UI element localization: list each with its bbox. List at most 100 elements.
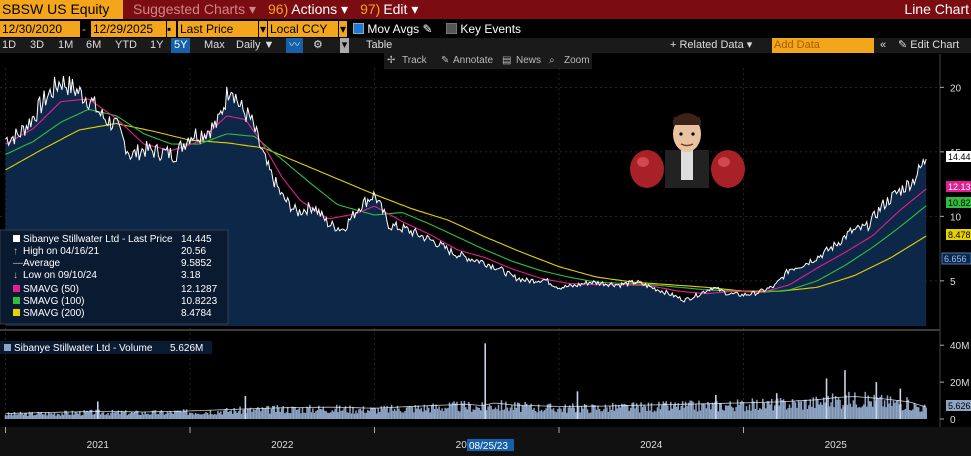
sma50-tag-text: 12.13 [948, 182, 971, 192]
cursor-date-text: 08/25/23 [469, 441, 508, 452]
sma100-line [5, 108, 927, 293]
news-icon: ▤ [502, 55, 512, 66]
volume-tick-label: 0 [950, 415, 956, 426]
x-tick-label: 2021 [87, 440, 110, 451]
plus-icon: ✢ [387, 55, 396, 66]
legend-sma200: 8.4784 [181, 308, 212, 319]
aux-tag: 6.656 [941, 252, 971, 265]
x-tick-label: 2024 [640, 440, 663, 451]
calendar-icon[interactable]: ▪ [167, 21, 176, 37]
sma100-tag: 10.82 [946, 197, 971, 208]
legend-high: 20.56 [181, 246, 206, 257]
edit-number: 97) [360, 1, 381, 17]
period-1d[interactable]: 1D [2, 39, 17, 51]
volume-tick-label: 40M [950, 341, 969, 352]
price-tick-label: 20 [950, 83, 962, 94]
date-controls: 12/30/2020 - 12/29/2025 ▪ Last Price ▾ L… [0, 21, 971, 37]
volume-tag: 5.626 [946, 400, 971, 411]
related-data-button[interactable]: + Related Data ▾ [670, 39, 753, 51]
volume-axis: 40M 20M 0 [940, 341, 969, 426]
price-swatch [13, 235, 20, 242]
line-chart-icon[interactable]: 〰 [286, 38, 303, 53]
add-data-input[interactable]: Add Data [772, 38, 874, 53]
edit-chart-button[interactable]: ✎ Edit Chart [898, 38, 959, 53]
period-max[interactable]: Max [204, 39, 225, 51]
sma100-tag-text: 10.82 [948, 198, 971, 208]
legend-sma50-label: SMAVG (50) [23, 284, 79, 295]
period-1m[interactable]: 1M [58, 39, 74, 51]
chart-tools: ✢ Track ✎ Annotate ▤ News ⌕ Zoom [384, 53, 592, 69]
volume-average-line [5, 396, 927, 414]
chevron-down-icon: ▾ [341, 1, 349, 17]
legend-high-label: High on 04/16/21 [23, 246, 100, 257]
price-line [5, 75, 927, 303]
price-tick-label: 5 [950, 277, 956, 288]
period-1y[interactable]: 1Y [150, 39, 164, 51]
period-5y[interactable]: 5Y [171, 38, 191, 53]
legend-last: 14.445 [181, 234, 212, 245]
period-toolbar: 1D 3D 1M 6M YTD 1Y 5Y Max Daily ▼ 〰 ⚙ ▾ … [0, 38, 971, 53]
frequency-select[interactable]: Daily ▼ [236, 39, 275, 51]
price-tag-text: 14.445 [948, 152, 971, 162]
mov-avgs-toggle[interactable]: Mov Avgs ✎ [353, 21, 433, 37]
legend-sma100: 10.8223 [181, 296, 218, 307]
period-ytd[interactable]: YTD [115, 39, 137, 51]
volume-tick-label: 20M [950, 378, 969, 389]
legend-avg-label: Average [23, 258, 61, 269]
key-events-label: Key Events [460, 22, 522, 36]
cursor-date-tag: 08/25/23 [467, 439, 514, 452]
price-tick-label: 10 [950, 212, 962, 223]
edit-chart-label: Edit Chart [910, 39, 960, 51]
period-6m[interactable]: 6M [86, 39, 102, 51]
title-bar: SBSW US Equity Suggested Charts ▾ 96) Act… [0, 0, 971, 19]
average-icon: — [13, 258, 23, 269]
sma50-line [5, 98, 927, 295]
field-select[interactable]: Last Price [178, 21, 258, 37]
sma200-tag-text: 8.478 [948, 230, 971, 240]
currency-select[interactable]: Local CCY [268, 21, 338, 37]
x-tick-label: 2023 [456, 440, 479, 451]
chevron-down-icon: ▾ [248, 1, 256, 17]
actions-label: Actions [291, 1, 338, 17]
track-button[interactable]: Track [402, 55, 427, 66]
ticker-field[interactable]: SBSW US Equity [0, 0, 123, 19]
edit-menu[interactable]: 97) Edit ▾ [360, 0, 418, 19]
settings-icon[interactable]: ⚙ [313, 39, 323, 51]
sma100-swatch [13, 297, 20, 304]
price-area [5, 76, 927, 326]
news-button[interactable]: News [516, 55, 542, 66]
mov-avgs-label: Mov Avgs [367, 22, 420, 36]
end-date-input[interactable]: 12/29/2025 [91, 21, 166, 37]
legend-sma100-label: SMAVG (100) [23, 296, 85, 307]
volume-swatch [4, 344, 11, 351]
chevron-down-icon[interactable]: ▾ [259, 21, 267, 37]
legend-sma200-label: SMAVG (200) [23, 308, 85, 319]
chevron-down-icon[interactable]: ▾ [339, 21, 347, 37]
sma50-swatch [13, 285, 20, 292]
legend-security: Sibanye Stillwater Ltd - Last Price [23, 234, 173, 245]
checkbox-checked-icon[interactable] [353, 23, 364, 34]
x-tick-label: 2025 [825, 440, 848, 451]
table-button[interactable]: Table [366, 39, 393, 51]
volume-tag-text: 5.626 [948, 401, 971, 411]
chevron-down-icon[interactable]: ▾ [340, 38, 349, 53]
actions-menu[interactable]: 96) Actions ▾ [268, 0, 348, 19]
suggested-charts-button[interactable]: Suggested Charts ▾ [133, 0, 256, 19]
edit-label: Edit [383, 1, 408, 17]
pencil-icon[interactable]: ✎ [422, 22, 433, 36]
key-events-toggle[interactable]: Key Events [446, 21, 521, 37]
price-tag: 14.445 [946, 151, 971, 162]
legend-avg: 9.5852 [181, 258, 212, 269]
chevron-down-icon: ▾ [411, 1, 419, 17]
annotate-button[interactable]: Annotate [453, 55, 494, 66]
sma200-tag: 8.478 [946, 229, 971, 240]
checkbox-unchecked-icon[interactable] [446, 23, 457, 34]
start-date-input[interactable]: 12/30/2020 [0, 21, 80, 37]
zoom-button[interactable]: Zoom [564, 55, 590, 66]
collapse-icon[interactable]: « [880, 39, 887, 51]
legend-sma50: 12.1287 [181, 284, 218, 295]
volume-legend: Sibanye Stillwater Ltd - Volume 5.626M [0, 341, 212, 354]
aux-tag-text: 6.656 [944, 254, 967, 264]
period-3d[interactable]: 3D [30, 39, 45, 51]
